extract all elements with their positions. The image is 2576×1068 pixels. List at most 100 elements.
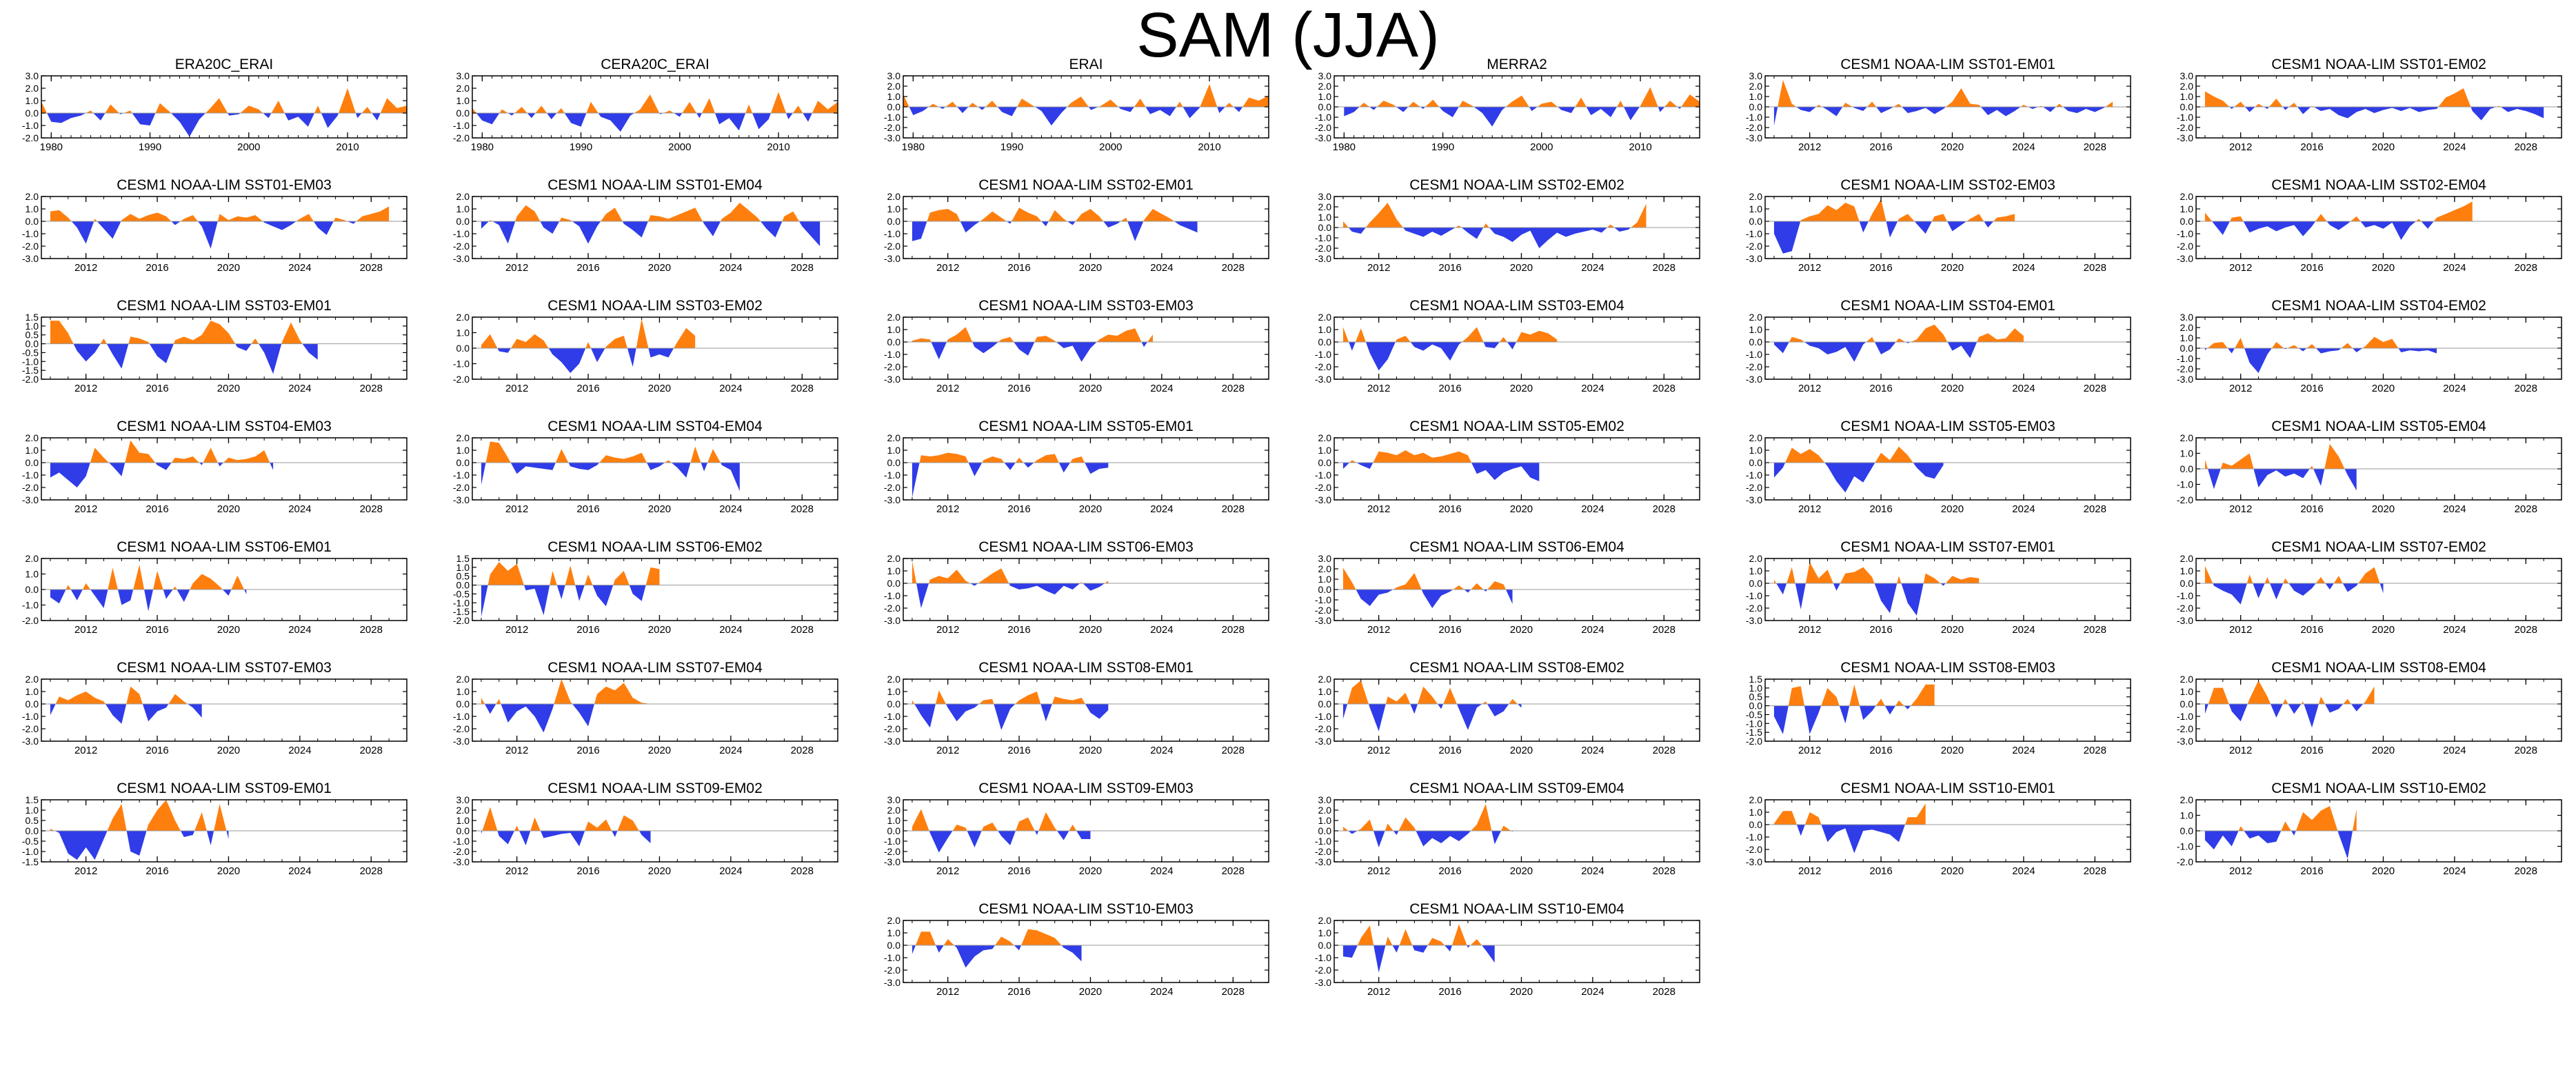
x-tick-label: 2012 (1367, 503, 1390, 515)
positive-area (1788, 684, 1935, 706)
y-tick-label: -1.0 (1746, 832, 1762, 843)
y-tick-label: -3.0 (22, 494, 39, 505)
positive-area (919, 452, 1085, 463)
x-tick-label: 2020 (217, 383, 240, 394)
y-tick-label: -3.0 (2177, 132, 2193, 143)
y-tick-label: 2.0 (1749, 432, 1763, 443)
x-tick-label: 2012 (936, 383, 959, 394)
panel-chart: CESM1 NOAA-LIM SST05-EM01 2.0 1.00.0 -1.0-2… (884, 419, 1269, 515)
y-tick-label: -1.0 (1315, 594, 1331, 605)
y-tick-label: 1.0 (887, 91, 901, 102)
x-tick-label: 2028 (1653, 745, 1676, 756)
x-tick-label: 2012 (1798, 865, 1821, 877)
negative-area (47, 113, 381, 137)
panel-title: CESM1 NOAA-LIM SST03-EM03 (978, 298, 1194, 314)
y-tick-label: 0.5 (1749, 692, 1763, 703)
x-tick-label: 2016 (1438, 624, 1461, 636)
y-tick-label: -1.0 (2177, 228, 2193, 239)
y-tick-label: 2.0 (26, 674, 39, 685)
x-tick-label: 2024 (1581, 503, 1604, 515)
y-tick-label: -1.0 (22, 120, 39, 131)
x-tick-label: 2028 (360, 503, 383, 515)
x-tick-label: 2028 (2084, 745, 2106, 756)
positive-area (1785, 446, 1913, 463)
x-tick-label: 2020 (1510, 745, 1533, 756)
x-tick-label: 2028 (2084, 503, 2106, 515)
y-tick-label: 2.0 (1749, 312, 1763, 323)
x-tick-label: 2020 (217, 745, 240, 756)
x-tick-label: 2016 (1869, 383, 1892, 394)
x-tick-label: 2020 (1510, 383, 1533, 394)
y-tick-label: 0.0 (2180, 825, 2194, 836)
panel-chart: CESM1 NOAA-LIM SST08-EM02 2.01.00.0 -1.0-2… (1315, 660, 1700, 756)
y-tick-label: -3.0 (453, 253, 470, 264)
x-tick-label: 2016 (576, 383, 599, 394)
x-tick-label: 2012 (74, 262, 97, 274)
x-tick-label: 1990 (139, 141, 161, 153)
y-tick-label: 2.0 (456, 674, 470, 685)
panel-title: CESM1 NOAA-LIM SST04-EM01 (1840, 298, 2055, 314)
plot-frame (1334, 678, 1700, 742)
positive-area (915, 929, 1062, 945)
plot-frame (472, 196, 838, 259)
y-tick-label: 1.5 (456, 553, 470, 564)
y-tick-label: -2.0 (2177, 494, 2193, 505)
x-tick-label: 2028 (1222, 745, 1245, 756)
y-tick-label: -1.0 (22, 356, 39, 367)
panel-cesm1-noaa-lim-sst07-em01: CESM1 NOAA-LIM SST07-EM01 2.0 1.0 0.0 -1.0 -2… (1746, 516, 2144, 636)
x-tick-label: 2012 (936, 503, 959, 515)
y-tick-label: -2.0 (884, 846, 900, 857)
x-tick-label: 2020 (1510, 624, 1533, 636)
y-tick-label: 1.0 (26, 569, 39, 580)
y-tick-label: -1.0 (884, 228, 900, 239)
y-tick-label: -1.0 (1315, 711, 1331, 722)
y-tick-label: 3.0 (2180, 70, 2194, 81)
panel-chart: CESM1 NOAA-LIM SST08-EM01 2.01.00.0 -1.0-2… (884, 660, 1269, 756)
y-tick-label: 0.0 (456, 216, 470, 227)
y-tick-label: 1.0 (1318, 815, 1332, 826)
x-tick-label: 2016 (145, 624, 168, 636)
panel-chart: CESM1 NOAA-LIM SST07-EM01 2.01.0 0.0-1.0 -2… (1746, 539, 2131, 636)
panel-title: CESM1 NOAA-LIM SST09-EM02 (547, 780, 763, 796)
y-tick-label: -2.0 (2177, 856, 2193, 867)
y-tick-label: -3.0 (1746, 615, 1762, 626)
plot-frame (1334, 437, 1700, 501)
y-tick-label: 3.0 (1318, 191, 1332, 202)
positive-area (912, 327, 1153, 342)
panel-chart: CESM1 NOAA-LIM SST06-EM02 1.51.00.50.0-0.… (453, 539, 838, 636)
y-tick-label: -1.0 (1315, 836, 1331, 847)
x-tick-label: 2020 (1941, 383, 1964, 394)
x-tick-label: 2020 (1941, 262, 1964, 274)
x-tick-label: 2028 (1653, 262, 1676, 274)
x-tick-label: 2016 (2300, 262, 2323, 274)
x-tick-label: 2016 (1007, 986, 1030, 998)
y-tick-label: 0.0 (1318, 336, 1332, 347)
y-tick-label: 1.0 (2180, 565, 2194, 576)
x-tick-label: 2012 (505, 262, 528, 274)
panel-chart: CESM1 NOAA-LIM SST07-EM04 2.01.00.0 -1.0-2… (453, 660, 838, 756)
x-tick-label: 2028 (2515, 262, 2537, 274)
x-tick-label: 2012 (505, 624, 528, 636)
plot-frame (41, 437, 407, 501)
y-tick-label: 1.0 (2180, 448, 2194, 459)
panel-cesm1-noaa-lim-sst04-em02: CESM1 NOAA-LIM SST04-EM02 3.0 2.0 1.0 0.0 -1.… (2177, 274, 2575, 394)
y-tick-label: -1.0 (1746, 228, 1762, 239)
x-tick-label: 2012 (74, 503, 97, 515)
panel-title: CESM1 NOAA-LIM SST09-EM01 (117, 780, 332, 796)
positive-area (1342, 327, 1558, 342)
y-tick-label: 1.0 (1749, 324, 1763, 335)
x-tick-label: 2012 (74, 745, 97, 756)
plot-frame (903, 678, 1269, 742)
y-tick-label: -3.0 (453, 856, 470, 867)
x-tick-label: 2020 (2372, 383, 2395, 394)
x-tick-label: 2024 (719, 624, 742, 636)
y-tick-label: -1.0 (2177, 841, 2193, 852)
y-tick-label: 0.0 (2180, 343, 2194, 354)
panel-title: ERA20C_ERAI (175, 57, 273, 72)
panel-cesm1-noaa-lim-sst05-em02: CESM1 NOAA-LIM SST05-EM02 2.0 1.0 0.0 -1.0 -2… (1315, 395, 1713, 515)
panel-cesm1-noaa-lim-sst07-em02: CESM1 NOAA-LIM SST07-EM02 2.0 1.0 0.0 -1.0 -2… (2177, 516, 2575, 636)
x-tick-label: 2012 (1367, 262, 1390, 274)
y-tick-label: 3.0 (1318, 794, 1332, 805)
negative-area (476, 113, 812, 132)
